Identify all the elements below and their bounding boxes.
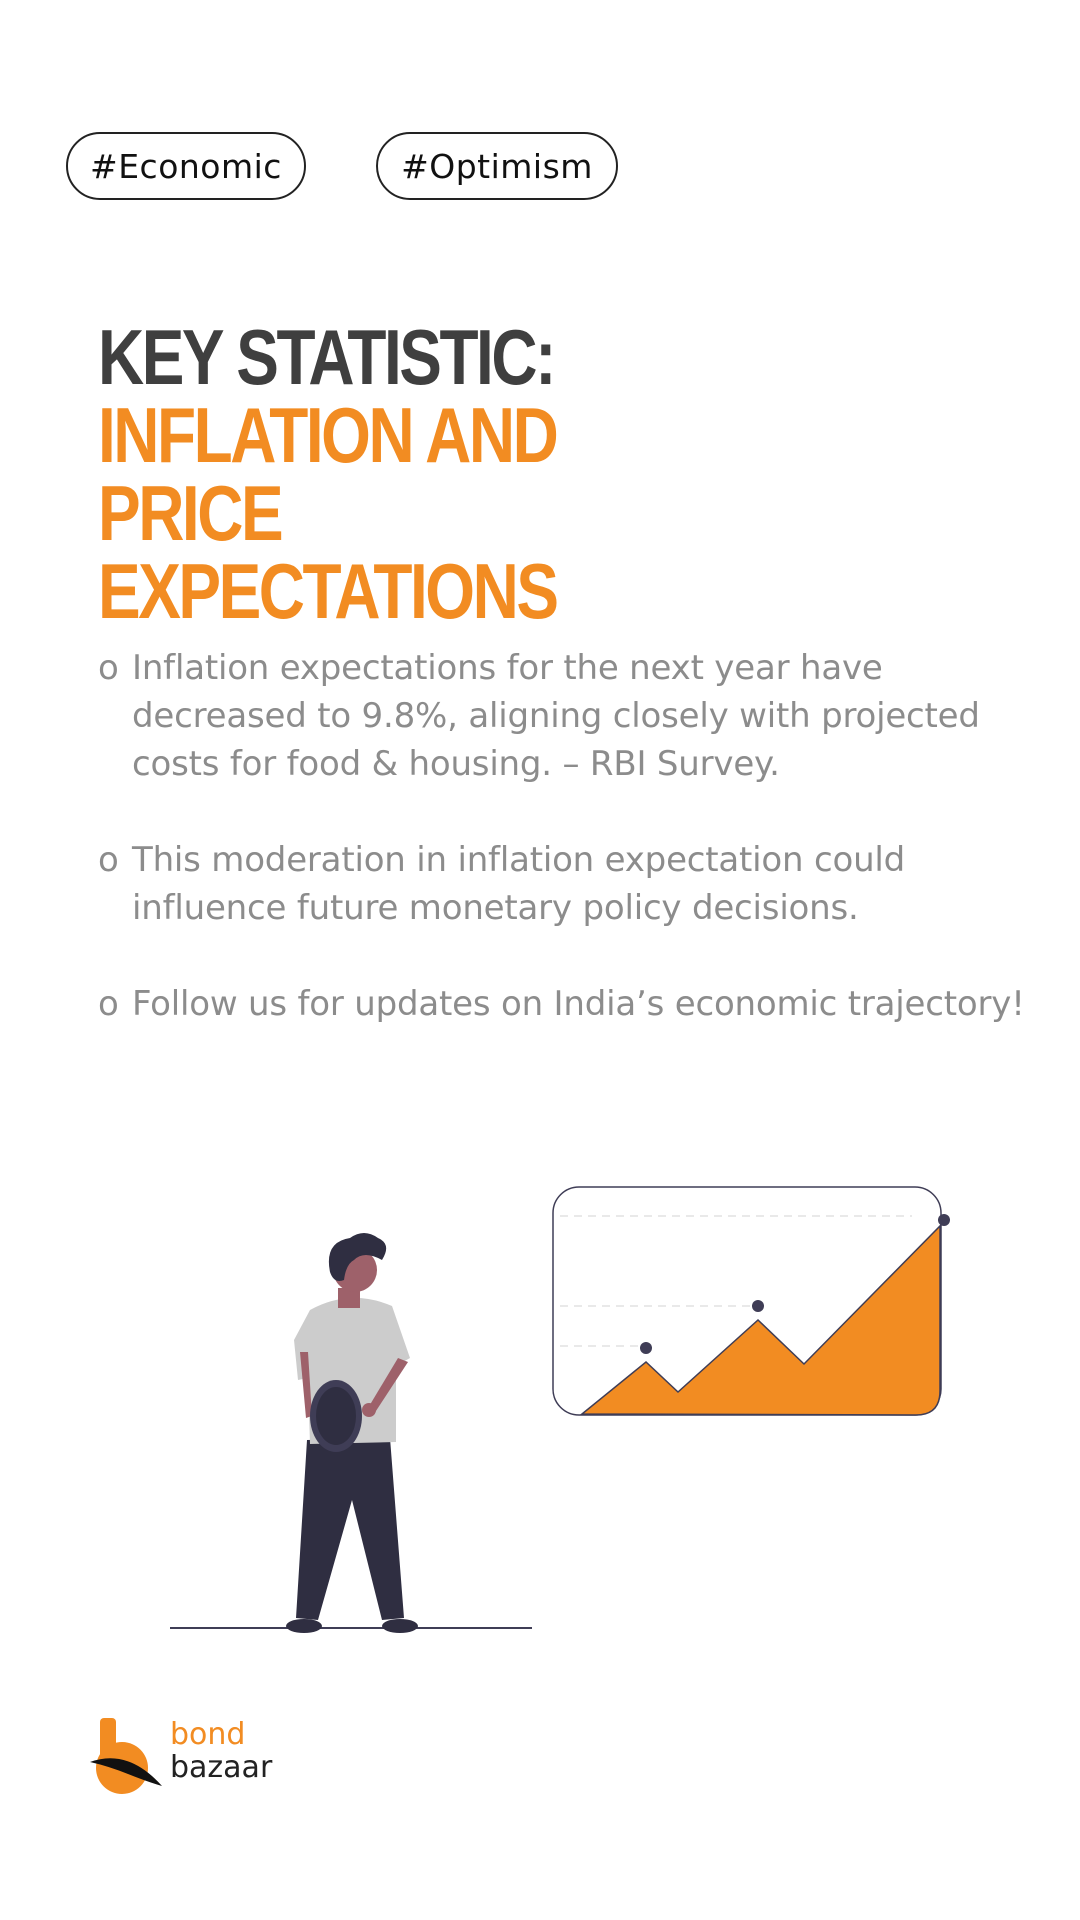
chart-point <box>640 1342 652 1354</box>
headline-topic: INFLATION AND PRICE EXPECTATIONS <box>98 391 559 635</box>
hand <box>362 1403 376 1417</box>
left-shoe <box>286 1619 322 1633</box>
headline: KEY STATISTIC: INFLATION AND PRICE EXPEC… <box>98 318 688 630</box>
bondbazaar-logo-mark-icon <box>90 1718 162 1794</box>
brand-name-line-2: bazaar <box>170 1750 273 1785</box>
brand-name: bond bazaar <box>170 1718 272 1784</box>
bullet-text: This moderation in inflation expectation… <box>132 840 906 928</box>
bullet-item: o Follow us for updates on India’s econo… <box>98 980 1028 1028</box>
bullet-item: o This moderation in inflation expectati… <box>98 836 1028 932</box>
brand-name-line-1: bond <box>170 1717 246 1752</box>
right-shoe <box>382 1619 418 1633</box>
bullet-marker: o <box>98 648 119 688</box>
chart-point <box>938 1214 950 1226</box>
left-arm <box>300 1352 312 1418</box>
bullet-marker: o <box>98 840 119 880</box>
headline-key-statistic: KEY STATISTIC: <box>98 313 556 401</box>
tag-optimism: #Optimism <box>376 132 618 200</box>
bullet-marker: o <box>98 984 119 1024</box>
bullet-list: o Inflation expectations for the next ye… <box>98 644 1028 1076</box>
chart-area <box>579 1224 941 1416</box>
bullet-item: o Inflation expectations for the next ye… <box>98 644 1028 788</box>
person-illustration-icon <box>170 1233 532 1633</box>
legs <box>296 1438 404 1620</box>
bullet-text: Follow us for updates on India’s economi… <box>132 984 1025 1024</box>
tag-economic: #Economic <box>66 132 306 200</box>
hair <box>328 1233 387 1281</box>
neck <box>338 1288 360 1308</box>
bullet-text: Inflation expectations for the next year… <box>132 648 980 784</box>
bondbazaar-logo: bond bazaar <box>88 1712 298 1802</box>
rising-chart-illustration-icon <box>552 1186 950 1416</box>
right-arm <box>368 1358 408 1414</box>
held-disc-inner <box>316 1387 356 1445</box>
chart-point <box>752 1300 764 1312</box>
